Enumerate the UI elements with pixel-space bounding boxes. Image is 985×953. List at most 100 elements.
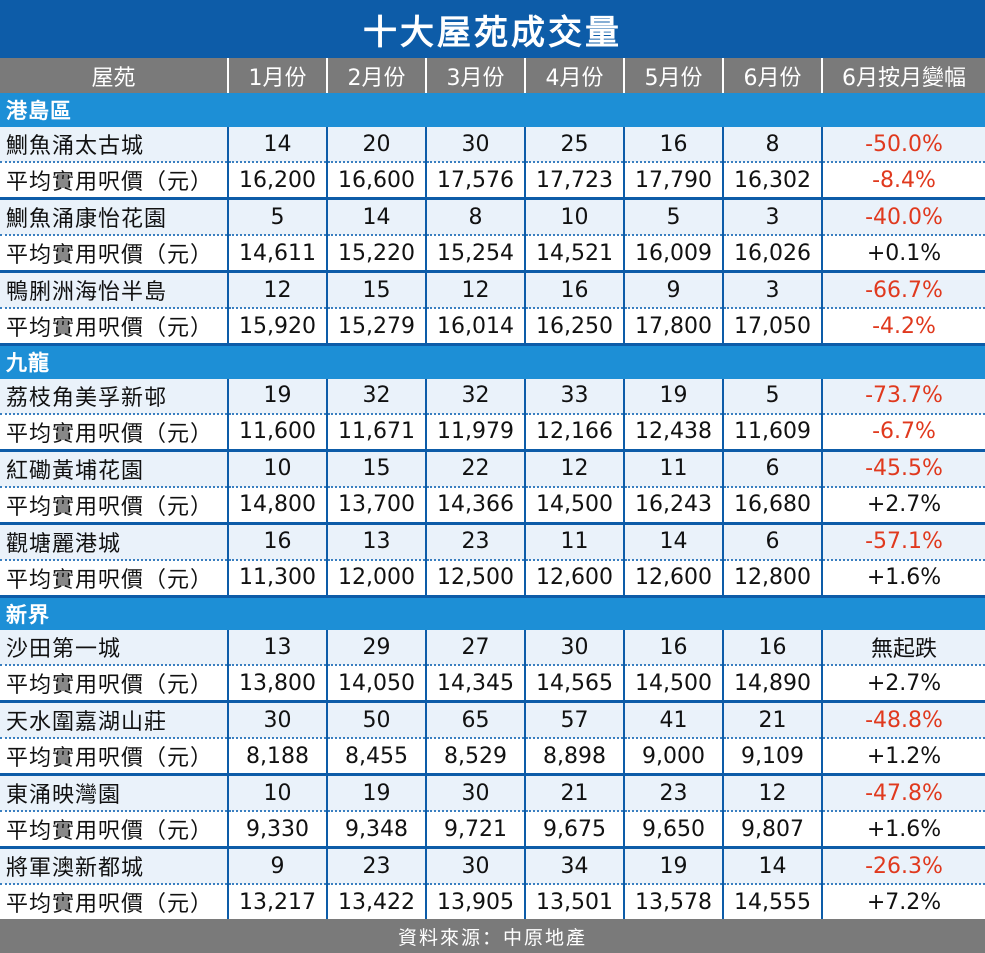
estate-volume-row: 鰂魚涌太古城 14 20 30 25 16 8 -50.0% — [0, 127, 985, 163]
volume-change-cell: -26.3% — [821, 847, 985, 885]
header-mom-change: 6月按月變幅 — [821, 58, 985, 93]
volume-cell: 5 — [722, 378, 822, 415]
estate-name: 鰂魚涌太古城 — [0, 127, 228, 163]
price-cell: 13,422 — [326, 884, 426, 919]
volume-cell: 10 — [227, 450, 327, 488]
estate-volume-row: 紅磡黃埔花園 10 15 22 12 11 6 -45.5% — [0, 450, 985, 488]
estate-volume-row: 天水圍嘉湖山莊 30 50 65 57 41 21 -48.8% — [0, 701, 985, 739]
price-cell: 16,009 — [623, 235, 723, 273]
price-cell: 11,671 — [326, 413, 426, 452]
volume-change-cell: -48.8% — [821, 701, 985, 739]
price-cell: 9,330 — [227, 811, 327, 849]
estate-name: 東涌映灣園 — [0, 774, 228, 812]
volume-change-cell: -50.0% — [821, 127, 985, 163]
estate-name: 鰂魚涌康怡花園 — [0, 198, 228, 236]
price-cell: 13,217 — [227, 884, 327, 919]
price-cell: 16,026 — [722, 235, 822, 273]
data-table: 屋苑 1月份 2月份 3月份 4月份 5月份 6月份 6月按月變幅 港島區 鰂魚涌… — [0, 58, 985, 919]
price-cell: 14,050 — [326, 665, 426, 703]
volume-change-cell: -40.0% — [821, 198, 985, 236]
volume-cell: 16 — [722, 630, 822, 666]
price-label: 平均實用呎價（元） — [0, 162, 228, 200]
volume-cell: 12 — [227, 271, 327, 309]
volume-cell: 30 — [227, 701, 327, 739]
price-cell: 15,279 — [326, 308, 426, 346]
estate-volume-row: 沙田第一城 13 29 27 30 16 16 無起跌 — [0, 630, 985, 666]
price-cell: 16,014 — [425, 308, 525, 346]
price-label: 平均實用呎價（元） — [0, 308, 228, 346]
price-label: 平均實用呎價（元） — [0, 486, 228, 525]
volume-cell: 10 — [227, 774, 327, 812]
volume-cell: 12 — [425, 271, 525, 309]
price-cell: 11,979 — [425, 413, 525, 452]
volume-cell: 12 — [722, 774, 822, 812]
volume-cell: 14 — [623, 523, 723, 561]
price-cell: 12,800 — [722, 559, 822, 598]
price-cell: 14,500 — [623, 665, 723, 703]
estate-price-row: 平均實用呎價（元） 9,330 9,348 9,721 9,675 9,650 9,807 +… — [0, 811, 985, 849]
price-cell: 15,920 — [227, 308, 327, 346]
volume-cell: 16 — [623, 127, 723, 163]
estate-name: 沙田第一城 — [0, 630, 228, 666]
price-cell: 17,790 — [623, 162, 723, 200]
price-cell: 14,800 — [227, 486, 327, 525]
volume-cell: 15 — [326, 450, 426, 488]
price-cell: 15,254 — [425, 235, 525, 273]
volume-change-cell: -66.7% — [821, 271, 985, 309]
price-cell: 14,500 — [524, 486, 624, 525]
volume-cell: 21 — [524, 774, 624, 812]
volume-cell: 9 — [227, 847, 327, 885]
price-cell: 9,807 — [722, 811, 822, 849]
price-cell: 8,898 — [524, 738, 624, 776]
price-cell: 12,438 — [623, 413, 723, 452]
price-change-cell: +1.6% — [821, 559, 985, 598]
estate-volume-row: 荔枝角美孚新邨 19 32 32 33 19 5 -73.7% — [0, 378, 985, 415]
volume-cell: 41 — [623, 701, 723, 739]
region-row: 九龍 — [0, 344, 985, 379]
estate-volume-row: 鴨脷洲海怡半島 12 15 12 16 9 3 -66.7% — [0, 271, 985, 309]
volume-cell: 6 — [722, 523, 822, 561]
price-cell: 11,609 — [722, 413, 822, 452]
price-label: 平均實用呎價（元） — [0, 413, 228, 452]
price-cell: 14,345 — [425, 665, 525, 703]
header-jan: 1月份 — [227, 58, 327, 93]
price-cell: 16,243 — [623, 486, 723, 525]
price-cell: 11,600 — [227, 413, 327, 452]
volume-cell: 3 — [722, 198, 822, 236]
price-label: 平均實用呎價（元） — [0, 235, 228, 273]
price-cell: 16,302 — [722, 162, 822, 200]
price-cell: 13,501 — [524, 884, 624, 919]
header-feb: 2月份 — [326, 58, 426, 93]
volume-change-cell: -73.7% — [821, 378, 985, 415]
price-cell: 9,721 — [425, 811, 525, 849]
price-cell: 14,366 — [425, 486, 525, 525]
region-label: 新界 — [6, 602, 50, 627]
price-cell: 14,555 — [722, 884, 822, 919]
price-change-cell: +1.6% — [821, 811, 985, 849]
estate-price-row: 平均實用呎價（元） 11,300 12,000 12,500 12,600 12,600 1… — [0, 559, 985, 598]
price-cell: 16,680 — [722, 486, 822, 525]
price-cell: 8,455 — [326, 738, 426, 776]
price-cell: 9,650 — [623, 811, 723, 849]
volume-cell: 11 — [524, 523, 624, 561]
volume-cell: 29 — [326, 630, 426, 666]
volume-cell: 27 — [425, 630, 525, 666]
price-change-cell: +7.2% — [821, 884, 985, 919]
volume-cell: 22 — [425, 450, 525, 488]
volume-change-cell: -57.1% — [821, 523, 985, 561]
estate-price-row: 平均實用呎價（元） 14,800 13,700 14,366 14,500 16,243 1… — [0, 486, 985, 525]
price-cell: 12,600 — [623, 559, 723, 598]
estate-name: 紅磡黃埔花園 — [0, 450, 228, 488]
price-label: 平均實用呎價（元） — [0, 811, 228, 849]
volume-change-cell: -47.8% — [821, 774, 985, 812]
price-cell: 12,600 — [524, 559, 624, 598]
price-cell: 14,565 — [524, 665, 624, 703]
price-cell: 13,578 — [623, 884, 723, 919]
region-row: 港島區 — [0, 93, 985, 127]
volume-cell: 8 — [425, 198, 525, 236]
price-label: 平均實用呎價（元） — [0, 665, 228, 703]
volume-cell: 10 — [524, 198, 624, 236]
volume-cell: 16 — [623, 630, 723, 666]
estate-name: 鴨脷洲海怡半島 — [0, 271, 228, 309]
estate-name: 將軍澳新都城 — [0, 847, 228, 885]
